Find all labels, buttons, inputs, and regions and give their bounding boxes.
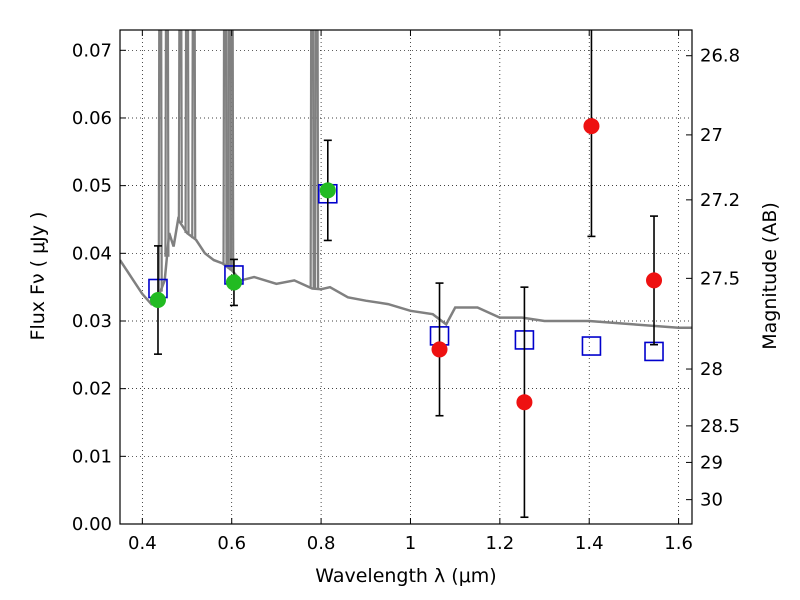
x-tick-label: 0.4 — [128, 533, 157, 554]
magnitude-tick-label: 27.5 — [700, 268, 740, 289]
model-spectrum-line — [120, 216, 692, 330]
y-tick-label: 0.01 — [72, 446, 112, 467]
observed-flux-point — [516, 394, 533, 411]
axis-ticks: 0.4 0.6 0.8 1 1.2 1.4 1.6 0.00 0.01 0.02 0.03 0.04 0… — [72, 30, 740, 554]
model-flux-marker — [581, 336, 602, 356]
magnitude-tick-label: 29 — [700, 452, 723, 473]
observed-flux-point — [583, 118, 600, 135]
magnitude-tick-label: 27 — [700, 125, 723, 146]
magnitude-tick-label: 30 — [700, 490, 723, 511]
x-axis-title: Wavelength λ (μm) — [315, 565, 496, 587]
y-tick-label: 0.07 — [72, 40, 112, 61]
x-tick-label: 1.4 — [575, 533, 604, 554]
y-tick-label: 0.05 — [72, 176, 112, 197]
emission-line — [222, 30, 228, 266]
plot-frame — [119, 29, 693, 525]
emission-line — [309, 30, 315, 289]
plot-border — [119, 29, 693, 525]
magnitude-tick-label: 27.2 — [700, 190, 740, 211]
emission-line — [157, 30, 163, 292]
observed-flux-point — [431, 341, 448, 358]
emission-line — [184, 30, 190, 234]
emission-line — [177, 30, 183, 223]
plot-area — [120, 30, 692, 519]
emission-line — [314, 30, 320, 289]
grid-lines — [120, 30, 692, 525]
x-tick-label: 1 — [405, 533, 416, 554]
y-tick-label: 0.06 — [72, 108, 112, 129]
right-axis-title: Magnitude (AB) — [759, 202, 781, 350]
emission-line — [229, 30, 235, 271]
y-tick-label: 0.03 — [72, 311, 112, 332]
emission-line — [164, 30, 170, 257]
y-tick-label: 0.00 — [72, 514, 112, 535]
y-tick-label: 0.02 — [72, 379, 112, 400]
observed-flux-point — [319, 182, 336, 199]
observed-flux-point — [646, 272, 663, 289]
observed-flux-point — [149, 292, 166, 309]
x-tick-label: 1.6 — [664, 533, 693, 554]
y-tick-label: 0.04 — [72, 243, 112, 264]
magnitude-tick-label: 26.8 — [700, 46, 740, 67]
x-tick-label: 0.8 — [307, 533, 336, 554]
observed-flux-point — [225, 274, 242, 291]
x-tick-label: 0.6 — [217, 533, 246, 554]
y-axis-title: Flux Fν ( μJy ) — [27, 212, 49, 341]
x-tick-label: 1.2 — [486, 533, 515, 554]
magnitude-tick-label: 28 — [700, 359, 723, 380]
emission-line — [191, 30, 197, 239]
magnitude-tick-label: 28.5 — [700, 416, 740, 437]
